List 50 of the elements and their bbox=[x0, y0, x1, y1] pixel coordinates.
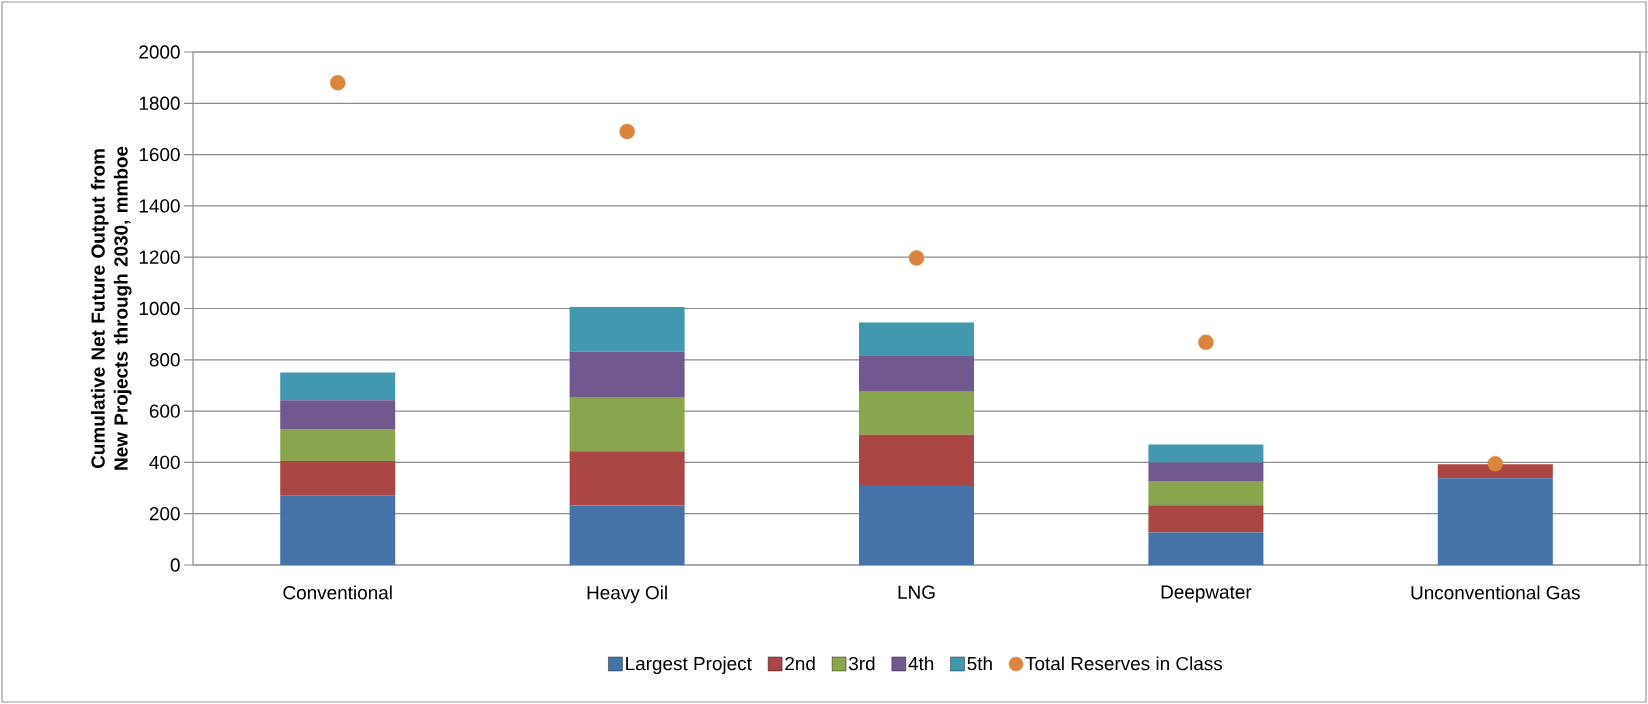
bar bbox=[569, 451, 685, 506]
bar bbox=[569, 505, 685, 565]
y-tick-label: 1800 bbox=[139, 96, 180, 110]
point bbox=[330, 75, 346, 91]
bar bbox=[569, 351, 685, 398]
bar bbox=[859, 355, 975, 392]
bar bbox=[1437, 464, 1553, 479]
point bbox=[908, 250, 925, 266]
y-tick-label: 0 bbox=[170, 558, 180, 572]
y-tick-label: 1400 bbox=[139, 199, 180, 213]
x-tick-label: Conventional bbox=[283, 585, 392, 600]
legend-label: 2nd bbox=[785, 656, 815, 671]
point bbox=[1487, 455, 1504, 472]
legend-label: 5th bbox=[967, 656, 992, 671]
x-tick-label: Heavy Oil bbox=[587, 585, 667, 604]
bar bbox=[1148, 532, 1264, 565]
point bbox=[619, 123, 635, 140]
bar bbox=[280, 495, 396, 565]
bar bbox=[569, 397, 685, 452]
bar bbox=[280, 372, 396, 401]
y-tick-label: 1200 bbox=[139, 250, 180, 264]
bar bbox=[1437, 478, 1553, 565]
bar bbox=[859, 322, 975, 356]
y-tick-label: 800 bbox=[149, 353, 180, 367]
legend-label: 4th bbox=[908, 656, 934, 671]
legend-label: Total Reserves in Class bbox=[1025, 656, 1223, 671]
bar bbox=[859, 391, 975, 435]
y-axis-title: Cumulative Net Future Output from New Projects through 2030, mmboe bbox=[90, 146, 132, 470]
bar bbox=[1148, 481, 1264, 506]
y-tick-label: 1000 bbox=[139, 301, 180, 316]
bar bbox=[1148, 462, 1264, 482]
x-tick-label: Unconventional Gas bbox=[1411, 585, 1580, 600]
bar bbox=[1148, 505, 1264, 533]
y-tick-label: 2000 bbox=[139, 45, 180, 59]
x-tick-label: LNG bbox=[898, 585, 935, 599]
bar bbox=[280, 429, 396, 462]
bar bbox=[569, 306, 685, 352]
y-tick-label: 600 bbox=[149, 404, 180, 418]
legend-label: Largest Project bbox=[626, 656, 752, 675]
point bbox=[1198, 334, 1214, 351]
bar bbox=[859, 434, 975, 486]
bar bbox=[1148, 444, 1264, 463]
y-tick-label: 200 bbox=[149, 506, 180, 521]
legend-label: 3rd bbox=[849, 656, 875, 671]
bar bbox=[280, 461, 396, 496]
bar bbox=[859, 485, 975, 565]
bar bbox=[280, 400, 396, 430]
y-tick-label: 1600 bbox=[139, 147, 180, 162]
x-tick-label: Deepwater bbox=[1161, 585, 1252, 603]
y-tick-label: 400 bbox=[149, 455, 180, 470]
